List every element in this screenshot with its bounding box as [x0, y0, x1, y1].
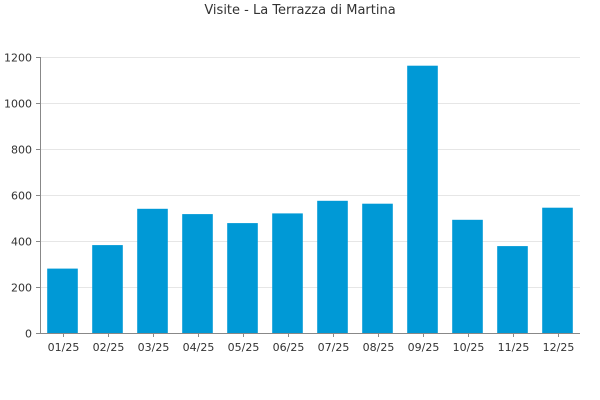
- y-tick-label: 800: [11, 144, 32, 157]
- x-tick-label: 06/25: [273, 341, 305, 354]
- bar-10-25: [452, 219, 483, 333]
- y-tick-label: 1200: [4, 52, 32, 65]
- x-tick-label: 10/25: [453, 341, 485, 354]
- bar-08-25: [362, 203, 393, 333]
- x-tick-label: 07/25: [318, 341, 350, 354]
- bar-07-25: [317, 200, 348, 334]
- bar-02-25: [92, 245, 123, 333]
- bar-01-25: [47, 268, 78, 333]
- bar-12-25: [542, 207, 573, 333]
- y-tick-label: 1000: [4, 98, 32, 111]
- grid-lines: [40, 57, 580, 288]
- bar-05-25: [227, 223, 258, 333]
- x-tick-label: 02/25: [93, 341, 125, 354]
- y-tick-label: 600: [11, 190, 32, 203]
- y-tick-label: 0: [25, 328, 32, 341]
- bar-09-25: [407, 65, 438, 333]
- y-tick-label: 200: [11, 282, 32, 295]
- chart-title: Visite - La Terrazza di Martina: [204, 3, 396, 18]
- bar-03-25: [137, 208, 168, 333]
- bars: [47, 65, 573, 334]
- bar-11-25: [497, 246, 528, 333]
- bar-06-25: [272, 213, 303, 333]
- x-tick-label: 05/25: [228, 341, 260, 354]
- x-tick-label: 01/25: [48, 341, 80, 354]
- bar-04-25: [182, 214, 213, 333]
- x-tick-label: 04/25: [183, 341, 215, 354]
- x-tick-label: 12/25: [543, 341, 575, 354]
- tick-labels: 0 200 400 600 800 1000 1200 01/25 02/25 03/25 04/2…: [4, 52, 574, 355]
- y-tick-label: 400: [11, 236, 32, 249]
- x-tick-label: 11/25: [498, 341, 530, 354]
- x-tick-label: 08/25: [363, 341, 395, 354]
- axes: [36, 57, 580, 337]
- x-tick-label: 09/25: [408, 341, 440, 354]
- x-tick-label: 03/25: [138, 341, 170, 354]
